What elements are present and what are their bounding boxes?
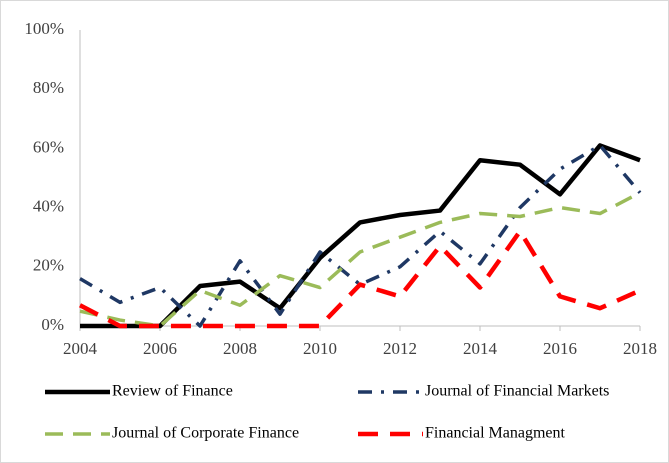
x-tick-label: 2018 xyxy=(623,339,657,358)
series-line xyxy=(78,229,641,329)
x-tick-label: 2004 xyxy=(63,339,98,358)
x-tick-label: 2016 xyxy=(543,339,577,358)
y-tick-label: 40% xyxy=(33,197,64,216)
legend-label: Review of Finance xyxy=(112,383,233,400)
y-tick-label: 100% xyxy=(24,19,64,38)
y-tick-label: 20% xyxy=(33,256,64,275)
series-line xyxy=(79,143,642,328)
y-tick-label: 80% xyxy=(33,78,64,97)
y-tick-label: 0% xyxy=(41,315,64,334)
x-tick-label: 2012 xyxy=(383,339,417,358)
legend-label: Journal of Financial Markets xyxy=(425,383,609,400)
x-tick-label: 2008 xyxy=(223,339,257,358)
x-tick-label: 2014 xyxy=(463,339,498,358)
legend-label: Journal of Corporate Finance xyxy=(112,425,299,442)
legend-label: Financial Managment xyxy=(425,425,566,442)
series-line xyxy=(79,191,641,328)
y-tick-label: 60% xyxy=(33,137,64,156)
x-tick-label: 2010 xyxy=(303,339,337,358)
x-tick-label: 2006 xyxy=(143,339,177,358)
